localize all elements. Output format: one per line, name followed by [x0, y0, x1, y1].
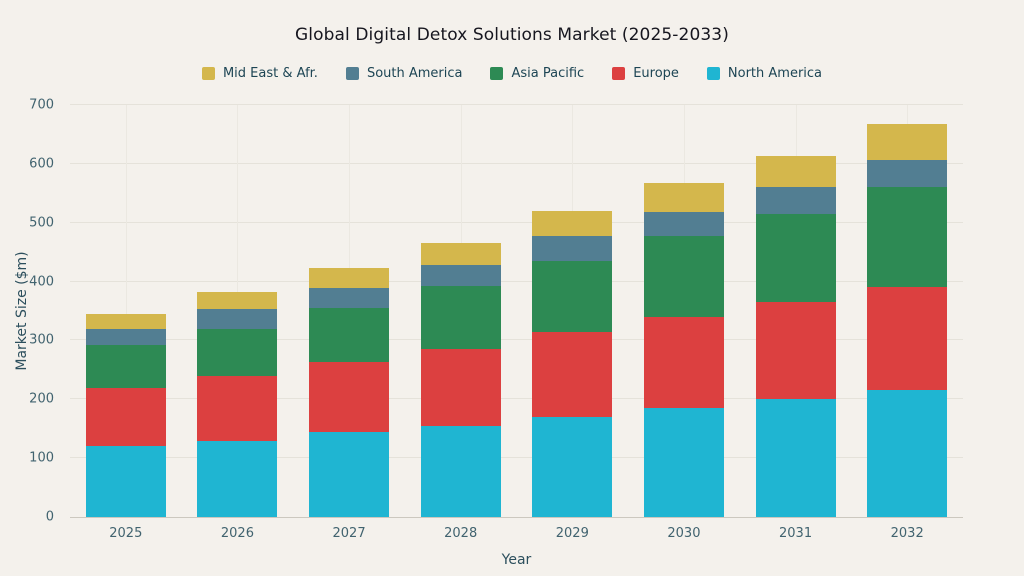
bar-segment-asia-pacific [309, 308, 390, 363]
bar-segment-mid-east-afr [197, 292, 278, 310]
bar-segment-europe [85, 387, 166, 447]
x-tick-label: 2026 [220, 526, 254, 541]
bar-2029 [532, 105, 613, 517]
bar-segment-europe [197, 375, 278, 441]
bar-segment-south-america [755, 187, 836, 214]
bar-segment-europe [643, 316, 724, 409]
gridline-horizontal [70, 162, 963, 164]
legend-item-asia-pacific[interactable]: Asia Pacific [490, 66, 584, 81]
legend-swatch-north-america [706, 67, 720, 80]
bar-segment-north-america [85, 446, 166, 517]
x-tick-label: 2031 [779, 526, 813, 541]
bar-segment-asia-pacific [867, 187, 948, 288]
bar-segment-asia-pacific [755, 213, 836, 303]
bar-segment-europe [309, 362, 390, 432]
y-tick-label: 500 [29, 215, 54, 231]
bar-segment-mid-east-afr [85, 313, 166, 329]
bar-segment-north-america [755, 399, 836, 517]
bar-segment-north-america [420, 425, 501, 517]
bar-segment-north-america [532, 416, 613, 517]
x-tick-label: 2027 [332, 526, 366, 541]
x-tick-label: 2029 [555, 526, 589, 541]
legend-item-mid-east-afr[interactable]: Mid East & Afr. [201, 66, 318, 81]
bar-segment-mid-east-afr [420, 243, 501, 266]
legend-item-north-america[interactable]: North America [706, 66, 823, 81]
legend-swatch-asia-pacific [490, 67, 504, 80]
bar-segment-asia-pacific [532, 261, 613, 332]
bar-segment-europe [755, 302, 836, 400]
bar-2030 [643, 105, 724, 517]
bar-segment-south-america [532, 235, 613, 261]
legend-swatch-europe [612, 67, 626, 80]
bar-segment-north-america [867, 390, 948, 517]
gridline-horizontal [70, 339, 963, 341]
x-axis-label: Year [501, 552, 532, 568]
gridline-horizontal [70, 280, 963, 282]
plot-area [70, 104, 963, 518]
bar-segment-mid-east-afr [532, 210, 613, 236]
y-tick-label: 700 [29, 97, 54, 113]
legend-swatch-mid-east-afr [201, 67, 215, 80]
bar-segment-north-america [309, 431, 390, 517]
x-tick-label: 2028 [444, 526, 478, 541]
legend-label: South America [366, 66, 463, 81]
legend-label: North America [727, 66, 823, 81]
x-axis-line [70, 517, 963, 518]
y-tick-label: 200 [29, 391, 54, 407]
bar-segment-south-america [309, 287, 390, 309]
x-tick-label: 2032 [890, 526, 924, 541]
bar-segment-mid-east-afr [867, 123, 948, 160]
bar-segment-mid-east-afr [755, 156, 836, 188]
bar-segment-mid-east-afr [309, 268, 390, 288]
bar-segment-asia-pacific [420, 285, 501, 350]
x-tick-label: 2025 [109, 526, 143, 541]
bar-segment-south-america [197, 309, 278, 329]
bar-segment-europe [867, 287, 948, 391]
y-tick-label: 400 [29, 274, 54, 290]
bar-2025 [85, 105, 166, 517]
x-axis-ticks: 2025 2026 2027 2028 2029 2030 2031 2032 [70, 526, 963, 541]
bar-segment-asia-pacific [85, 344, 166, 388]
bar-2028 [420, 105, 501, 517]
bar-2027 [309, 105, 390, 517]
legend: Mid East & Afr. South America Asia Pacific… [0, 66, 1024, 81]
gridline-vertical [125, 105, 127, 517]
bar-segment-europe [532, 331, 613, 417]
bar-segment-north-america [643, 408, 724, 517]
legend-item-south-america[interactable]: South America [345, 66, 463, 81]
gridline-horizontal [70, 398, 963, 400]
legend-item-europe[interactable]: Europe [612, 66, 679, 81]
y-tick-label: 100 [29, 450, 54, 466]
legend-label: Asia Pacific [511, 66, 585, 81]
bar-segment-asia-pacific [643, 235, 724, 317]
bar-2031 [755, 105, 836, 517]
gridline-horizontal [70, 457, 963, 459]
bar-segment-south-america [867, 159, 948, 188]
y-tick-label: 600 [29, 156, 54, 172]
legend-label: Europe [633, 66, 679, 81]
bar-2026 [197, 105, 278, 517]
gridline-horizontal [70, 221, 963, 223]
bar-segment-mid-east-afr [643, 182, 724, 213]
y-tick-label: 0 [45, 509, 54, 525]
legend-label: Mid East & Afr. [222, 66, 318, 81]
chart-title: Global Digital Detox Solutions Market (2… [295, 25, 729, 45]
bar-segment-south-america [85, 328, 166, 345]
bar-2032 [867, 105, 948, 517]
bar-segment-south-america [420, 265, 501, 286]
legend-swatch-south-america [345, 67, 359, 80]
y-tick-label: 300 [29, 332, 54, 348]
gridline-horizontal [70, 104, 963, 105]
bar-segment-south-america [643, 212, 724, 236]
x-tick-label: 2030 [667, 526, 701, 541]
bar-segment-north-america [197, 440, 278, 517]
bar-segment-europe [420, 349, 501, 426]
bar-segment-asia-pacific [197, 328, 278, 376]
y-axis-ticks: 0 100 200 300 400 500 600 700 [0, 99, 62, 524]
bars-container [70, 105, 963, 517]
